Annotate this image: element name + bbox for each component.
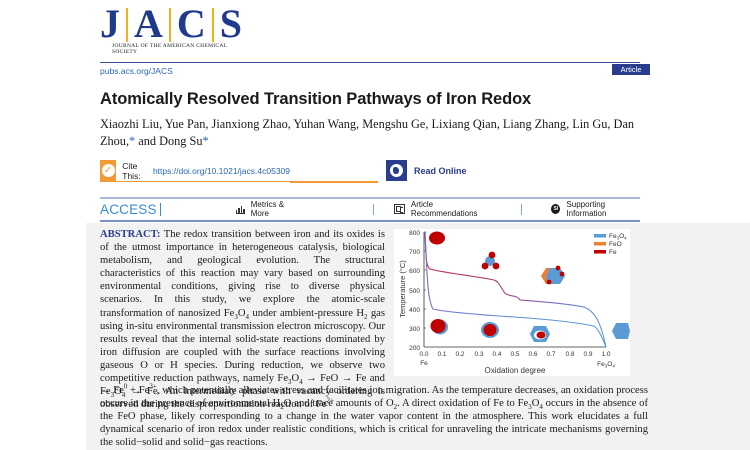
x-end-label-fe3o4: Fe3O4 [597, 361, 615, 369]
legend: Fe3O4 FeO Fe [594, 233, 627, 256]
authors-text: Xiaozhi Liu, Yue Pan, Jianxiong Zhao, Yu… [100, 117, 635, 148]
abstract-body-upper: The redox transition between iron and it… [100, 229, 385, 411]
cite-label: Cite This: [122, 160, 141, 181]
supporting-information-label: Supporting Information [566, 200, 607, 218]
logo-letter-a: A [134, 1, 163, 46]
corresponding-author-mark[interactable]: * [202, 134, 209, 148]
logo-letter-j: J [100, 1, 120, 46]
y-axis-label: Temperature (°C) [398, 260, 407, 318]
abstract-body-lower: → Fe0 + Fe3+, which potentially alleviat… [100, 382, 648, 449]
supporting-information-link[interactable]: SI Supporting Information [551, 200, 640, 218]
legend-fe: Fe [609, 249, 617, 256]
logo-divider [126, 8, 128, 42]
cite-underline [290, 181, 378, 183]
x-tick: 0.8 [565, 351, 574, 358]
bar-chart-icon [235, 205, 245, 214]
header-divider [100, 62, 640, 63]
article-type-badge: Article [612, 64, 650, 75]
article-title: Atomically Resolved Transition Pathways … [100, 90, 532, 108]
abstract-text-lower: → Fe0 + Fe3+, which potentially alleviat… [100, 382, 648, 449]
oxidation-temperature-plot: 800 700 600 500 400 300 200 0.0 0.1 0.2 … [398, 230, 630, 375]
article-recommendations-link[interactable]: Article Recommendations [393, 200, 494, 218]
fe-shell-icon-2 [481, 322, 499, 338]
access-bar-top-rule [100, 197, 640, 199]
access-bar: ACCESS Metrics & More Article Recommenda… [100, 199, 640, 219]
logo-letter-s: S [219, 1, 243, 46]
logo-divider [168, 8, 171, 42]
legend-feo: FeO [609, 241, 622, 248]
access-separator [372, 203, 374, 215]
metrics-more-label: Metrics & More [250, 200, 285, 218]
access-label: ACCESS [100, 201, 157, 217]
fe-shell-icon-1 [430, 319, 448, 335]
logo-subtitle: JOURNAL OF THE AMERICAN CHEMICAL SOCIETY [112, 43, 228, 55]
x-tick: 0.3 [474, 351, 483, 358]
globe-icon [386, 160, 407, 181]
x-end-label-fe: Fe [420, 360, 428, 367]
fe3o4-hexagon-icon [612, 323, 630, 339]
fe3o4-shell-fe-core-icon [530, 326, 550, 342]
article-recommendations-label: Article Recommendations [410, 200, 478, 218]
doi-link[interactable]: https://doi.org/10.1021/jacs.4c05309 [152, 165, 290, 176]
metrics-more-link[interactable]: Metrics & More [235, 200, 300, 218]
x-tick: 0.6 [528, 351, 537, 358]
authors-last: and Dong Su [135, 134, 203, 148]
read-online-label: Read Online [414, 165, 467, 176]
toc-graphic[interactable]: 800 700 600 500 400 300 200 0.0 0.1 0.2 … [394, 229, 630, 376]
x-tick: 0.1 [437, 351, 446, 358]
feo-fe3o4-hexagon-icon [541, 265, 565, 285]
logo-divider [211, 8, 214, 42]
article-list-icon [393, 204, 405, 214]
jacs-logo[interactable]: J A C S JOURNAL OF THE AMERICAN CHEMICAL… [100, 1, 250, 56]
x-tick: 1.0 [601, 351, 610, 358]
reduction-curve [424, 231, 607, 348]
x-tick: 0.9 [583, 351, 592, 358]
x-tick: 0.5 [510, 351, 519, 358]
x-axis-label: Oxidation degree [485, 366, 546, 375]
logo-letter-c: C [176, 1, 206, 46]
access-bar-bottom-rule [100, 220, 640, 222]
access-pipe [159, 202, 161, 216]
y-tick: 300 [409, 326, 420, 333]
logo-letters: J A C S [100, 1, 250, 46]
y-tick: 700 [409, 249, 420, 256]
abstract-text-upper: ABSTRACT: The redox transition between i… [100, 228, 385, 411]
cite-this-box: ✓ Cite This: https://doi.org/10.1021/jac… [100, 160, 290, 182]
access-separator [521, 203, 523, 215]
x-tick: 0.4 [492, 351, 501, 358]
x-tick: 0.7 [546, 351, 555, 358]
y-tick: 200 [409, 345, 420, 352]
check-circle-icon: ✓ [100, 160, 117, 181]
si-badge-icon: SI [551, 204, 561, 214]
y-tick: 600 [409, 268, 420, 275]
abstract-heading: ABSTRACT: [100, 229, 161, 240]
y-tick: 800 [409, 230, 420, 237]
corresponding-author-mark[interactable]: * [129, 134, 136, 148]
fe3o4-with-fe-icon [481, 251, 500, 270]
x-tick: 0.0 [419, 351, 428, 358]
x-tick: 0.2 [455, 351, 464, 358]
site-link[interactable]: pubs.acs.org/JACS [100, 66, 173, 76]
fe-particle-icon [429, 231, 445, 245]
read-online-button[interactable]: Read Online [386, 160, 467, 181]
oxidation-curve [424, 231, 607, 348]
y-tick: 500 [409, 288, 420, 295]
y-tick: 400 [409, 307, 420, 314]
author-list: Xiaozhi Liu, Yue Pan, Jianxiong Zhao, Yu… [100, 116, 660, 150]
svg-text:Fe3O4: Fe3O4 [609, 233, 627, 241]
